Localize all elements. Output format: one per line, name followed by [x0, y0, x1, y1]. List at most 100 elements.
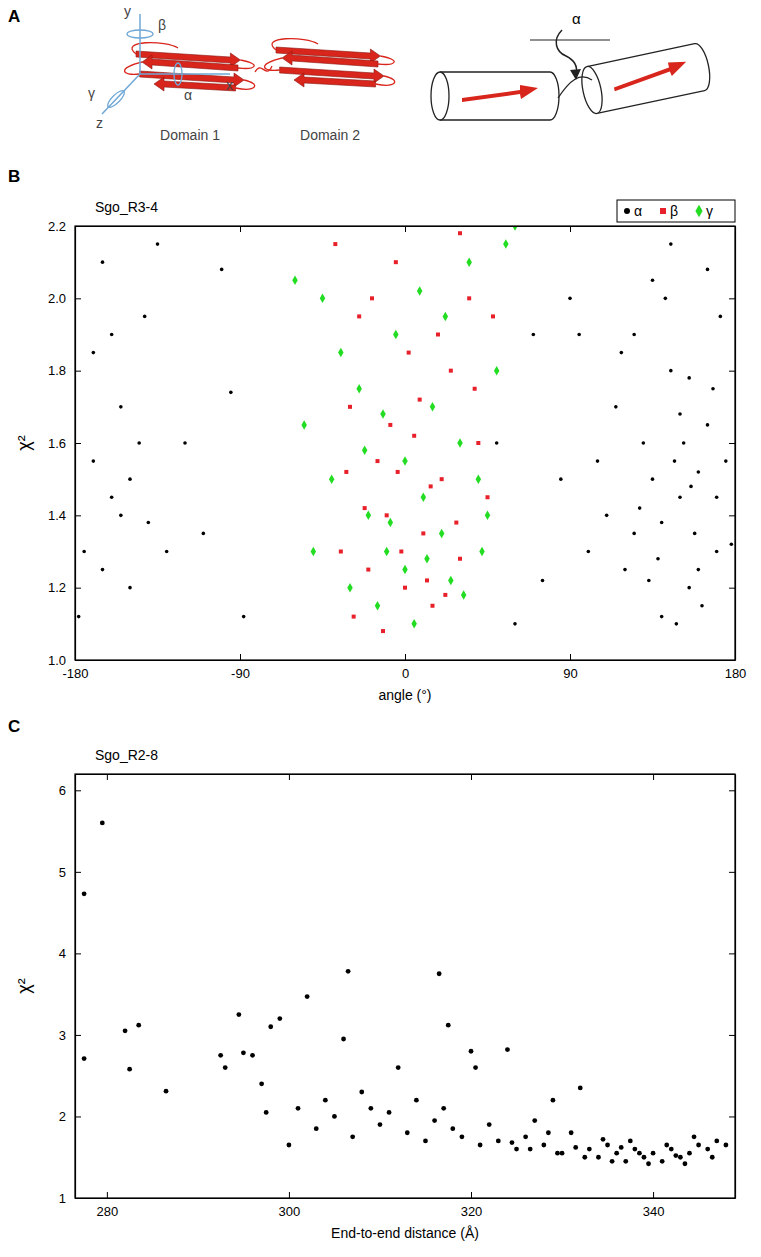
point — [202, 532, 206, 536]
point — [457, 438, 462, 447]
tick — [240, 226, 241, 232]
point — [399, 550, 403, 554]
point — [292, 276, 297, 285]
tick-mark — [729, 790, 735, 791]
point — [296, 1106, 301, 1111]
point — [601, 1137, 606, 1142]
point — [156, 242, 160, 246]
panel-c: CSgo_R2-8280300320340123456End-to-end di… — [8, 717, 736, 1241]
tick: 1.4 — [48, 508, 81, 523]
tick — [729, 226, 735, 227]
tick-label: -90 — [231, 666, 250, 681]
point — [396, 470, 400, 474]
point — [443, 312, 448, 321]
point — [259, 1081, 264, 1086]
point — [128, 586, 132, 590]
point — [466, 257, 471, 266]
point — [724, 459, 728, 463]
tick-mark — [471, 774, 472, 780]
axis-label: x — [226, 77, 233, 93]
tick-label: 1.8 — [48, 363, 66, 378]
point — [491, 314, 495, 318]
point — [719, 315, 723, 319]
point — [605, 1143, 610, 1148]
tick-mark — [75, 1035, 81, 1036]
point — [333, 242, 337, 246]
point — [454, 521, 458, 525]
legend-label: α — [634, 203, 642, 219]
point — [700, 604, 704, 608]
point — [714, 1139, 719, 1144]
tick — [729, 371, 735, 372]
point — [683, 1161, 688, 1166]
point — [387, 1110, 392, 1115]
point — [710, 1155, 715, 1160]
point — [596, 1155, 601, 1160]
tick: 1.2 — [48, 580, 81, 595]
tick — [729, 953, 735, 954]
point — [532, 333, 536, 337]
point — [678, 495, 682, 499]
point — [678, 1155, 683, 1160]
cylinder-body — [587, 42, 713, 114]
point — [384, 547, 389, 556]
y-axis-title: χ² — [14, 435, 34, 450]
series — [292, 226, 517, 629]
point — [473, 387, 477, 391]
point — [559, 477, 563, 481]
point — [366, 568, 370, 572]
point — [669, 369, 673, 373]
y-axis: 123456 — [59, 775, 81, 1206]
beta-strand — [294, 73, 376, 87]
point — [403, 586, 407, 590]
point — [329, 474, 334, 483]
point — [417, 286, 422, 295]
tick-label: 1.6 — [48, 436, 66, 451]
point — [687, 586, 691, 590]
point — [339, 550, 343, 554]
y-axis-right — [729, 775, 736, 1199]
point — [689, 485, 693, 489]
x-axis: -180-90090180 — [62, 654, 746, 681]
point — [430, 402, 435, 411]
point — [697, 568, 701, 572]
point — [268, 1024, 273, 1029]
point — [332, 1114, 337, 1119]
tick-mark — [289, 774, 290, 780]
rotation-gamma — [105, 88, 126, 109]
point — [344, 470, 348, 474]
point — [82, 550, 86, 554]
axis-line — [735, 775, 736, 1199]
tick-mark — [729, 371, 735, 372]
tick-label: 280 — [97, 1204, 119, 1219]
point — [380, 409, 385, 418]
point — [218, 1053, 223, 1058]
x-axis-top — [76, 774, 736, 780]
tick: 1.6 — [48, 436, 81, 451]
tick: 320 — [461, 1192, 483, 1219]
x-axis-top — [76, 226, 736, 232]
point — [143, 315, 147, 319]
point — [514, 1147, 519, 1152]
tick: 3 — [59, 1028, 81, 1043]
tick-mark — [240, 226, 241, 232]
tick: 2.0 — [48, 291, 81, 306]
tick: 2 — [59, 1109, 81, 1124]
point — [183, 441, 187, 445]
strand-arrow — [462, 85, 538, 102]
tick-mark — [729, 1198, 735, 1199]
point — [723, 1143, 728, 1148]
point — [423, 1139, 428, 1144]
point — [119, 514, 123, 518]
x-axis: 280300320340 — [76, 1192, 736, 1219]
tick — [729, 443, 735, 444]
hinge-axis — [530, 39, 610, 40]
domain-label: Domain 2 — [300, 127, 360, 143]
point — [638, 506, 642, 510]
hinge-rotation — [556, 30, 576, 74]
point — [449, 369, 453, 373]
tick-label: 1 — [59, 1191, 66, 1206]
point — [632, 532, 636, 536]
tick — [729, 588, 735, 589]
point — [136, 1023, 141, 1028]
